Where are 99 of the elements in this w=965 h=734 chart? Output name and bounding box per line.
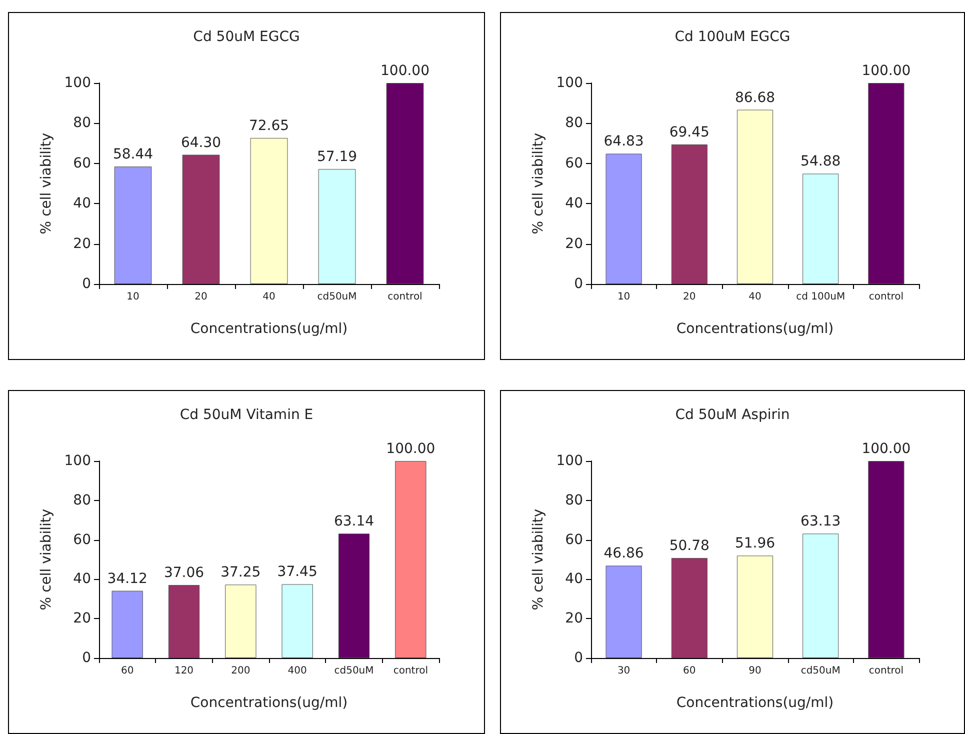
y-tick-label: 80 [565, 115, 583, 132]
bar [802, 534, 839, 658]
x-tick-label: 40 [262, 292, 276, 302]
x-tick-label: 20 [194, 292, 208, 302]
y-tick-label: 0 [82, 276, 91, 292]
chart-title: Cd 50uM Vitamin E [180, 407, 314, 423]
data-label: 50.78 [669, 538, 710, 554]
data-label: 100.00 [862, 63, 911, 79]
data-label: 34.12 [107, 570, 148, 587]
y-tick-label: 60 [73, 155, 91, 172]
y-tick-label: 60 [565, 532, 583, 548]
bar [868, 83, 904, 284]
y-tick-label: 0 [574, 650, 583, 666]
x-axis-title: Concentrations(ug/ml) [676, 695, 834, 711]
bar [182, 154, 220, 284]
y-axis-title: % cell viability [38, 508, 54, 610]
data-label: 46.86 [604, 546, 644, 562]
y-tick-label: 80 [565, 492, 583, 508]
x-tick-label: 20 [683, 292, 696, 302]
bar [671, 558, 708, 658]
x-axis-title: Concentrations(ug/ml) [190, 321, 348, 337]
data-label: 57.19 [316, 149, 358, 166]
y-tick-label: 100 [556, 453, 583, 469]
x-tick-label: control [388, 292, 422, 302]
x-tick-label: control [393, 666, 428, 676]
data-label: 63.13 [800, 514, 841, 530]
bar [338, 534, 370, 658]
x-tick-label: 400 [288, 666, 307, 676]
y-axis-title: % cell viability [530, 508, 546, 610]
y-tick-label: 60 [565, 155, 583, 172]
x-tick-label: 10 [617, 292, 630, 302]
data-label: 64.83 [604, 134, 644, 150]
y-tick-label: 100 [556, 75, 583, 91]
data-label: 100.00 [386, 441, 436, 457]
x-axis-title: Concentrations(ug/ml) [190, 695, 348, 711]
bar [736, 556, 774, 658]
data-label: 37.25 [220, 564, 261, 581]
bar [250, 138, 288, 284]
bar [868, 461, 904, 658]
y-tick-label: 0 [574, 276, 583, 292]
bar [168, 584, 200, 658]
bar [395, 461, 426, 658]
x-tick-label: cd50uM [317, 292, 357, 302]
x-axis-title: Concentrations(ug/ml) [676, 321, 834, 337]
chart-title: Cd 50uM EGCG [193, 29, 300, 45]
y-tick-label: 20 [565, 236, 583, 252]
x-tick-label: 200 [231, 666, 250, 676]
bar [112, 590, 143, 658]
y-axis-title: % cell viability [38, 132, 54, 234]
y-tick-label: 40 [565, 571, 583, 588]
x-tick-label: cd 100uM [796, 292, 846, 302]
data-label: 69.45 [669, 124, 710, 140]
y-axis-title: % cell viability [530, 132, 546, 234]
data-label: 64.30 [180, 134, 222, 151]
data-label: 63.14 [334, 514, 374, 530]
y-tick-label: 40 [565, 196, 583, 212]
chart-title: Cd 100uM EGCG [674, 29, 790, 45]
bar [386, 83, 424, 284]
bar [736, 110, 774, 284]
data-label: 51.96 [734, 536, 776, 552]
x-tick-label: 60 [683, 666, 696, 676]
bar [318, 169, 356, 284]
y-tick-label: 80 [73, 115, 91, 132]
bar [282, 584, 313, 658]
x-tick-label: 90 [748, 666, 762, 676]
x-tick-label: cd50uM [800, 666, 840, 676]
data-label: 54.88 [800, 154, 841, 170]
y-tick-label: 40 [73, 196, 91, 212]
y-tick-label: 100 [64, 75, 91, 91]
bar [114, 166, 152, 284]
data-label: 100.00 [862, 441, 911, 457]
data-label: 100.00 [380, 63, 430, 79]
y-tick-label: 20 [565, 610, 583, 627]
data-label: 86.68 [734, 90, 776, 106]
bar [606, 154, 642, 284]
y-tick-label: 40 [73, 571, 91, 588]
chart-title: Cd 50uM Aspirin [675, 407, 790, 423]
y-tick-label: 20 [73, 610, 91, 627]
x-tick-label: 30 [617, 666, 630, 676]
bar [225, 584, 256, 658]
x-tick-label: 10 [126, 292, 140, 302]
x-tick-label: cd50uM [334, 666, 374, 676]
y-tick-label: 100 [64, 453, 91, 469]
bar [606, 566, 642, 658]
y-tick-label: 0 [82, 650, 91, 666]
y-tick-label: 80 [73, 492, 91, 508]
x-tick-label: control [868, 292, 904, 302]
y-tick-label: 20 [73, 236, 91, 252]
x-tick-label: 120 [174, 666, 194, 676]
data-label: 58.44 [112, 146, 154, 163]
x-tick-label: 40 [748, 292, 762, 302]
data-label: 37.45 [277, 564, 318, 580]
data-label: 37.06 [164, 564, 204, 581]
x-tick-label: 60 [120, 666, 134, 676]
x-tick-label: control [868, 666, 904, 676]
bar [671, 144, 708, 284]
y-tick-label: 60 [73, 532, 91, 548]
data-label: 72.65 [248, 118, 290, 134]
bar [802, 174, 839, 284]
